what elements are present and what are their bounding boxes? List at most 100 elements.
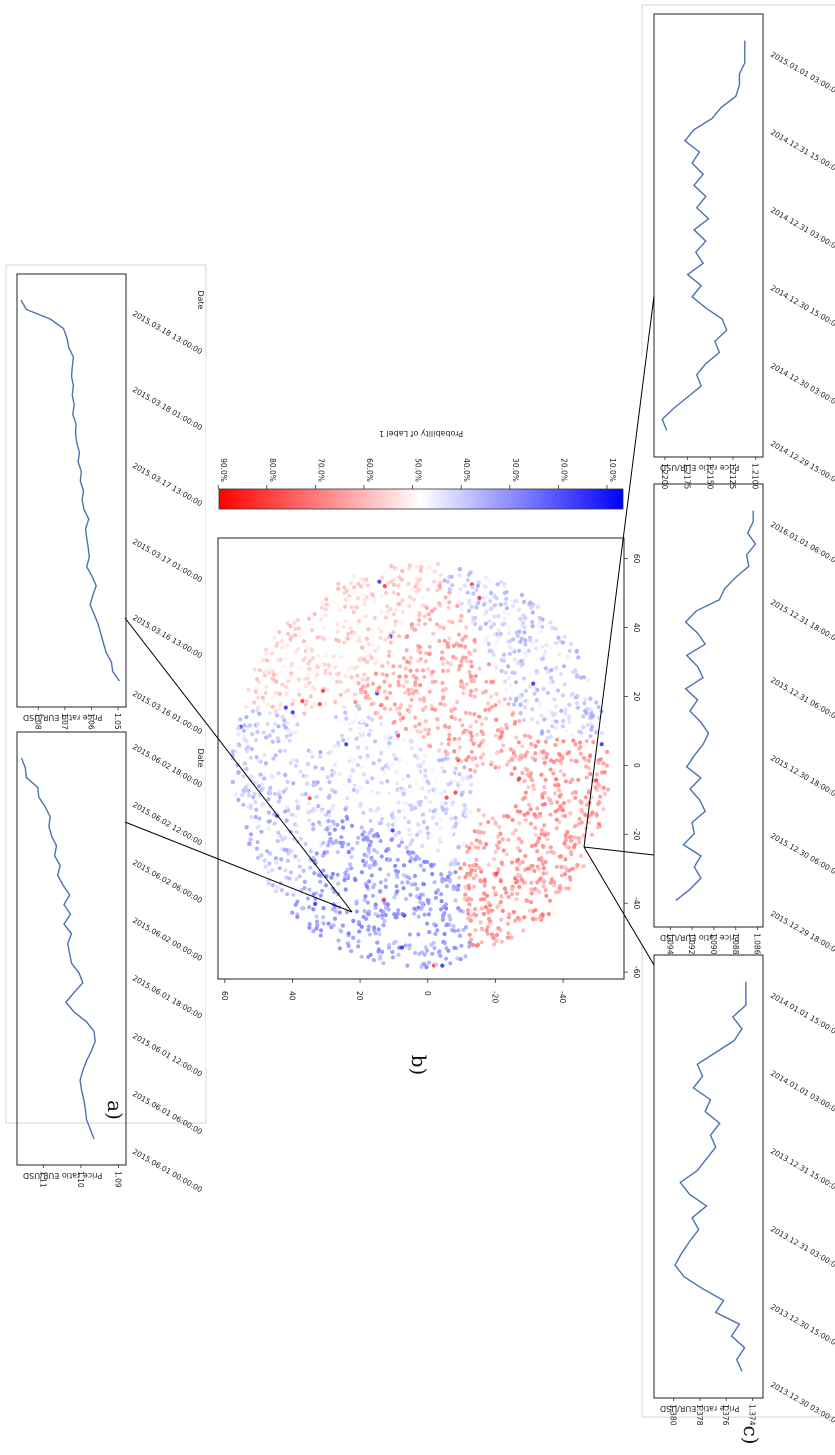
scatter-point	[510, 712, 515, 717]
scatter-point	[441, 668, 446, 674]
scatter-point	[477, 714, 482, 719]
scatter-point	[343, 807, 348, 812]
scatter-point	[456, 845, 461, 850]
scatter-point	[373, 911, 378, 917]
scatter-point	[517, 629, 522, 634]
scatter-point	[452, 749, 457, 754]
scatter-point	[323, 665, 328, 670]
scatter-point	[292, 620, 297, 626]
scatter-point	[530, 755, 535, 760]
scatter-point	[469, 782, 474, 787]
scatter-point	[575, 862, 580, 868]
scatter-point	[356, 704, 361, 709]
scatter-point	[450, 830, 455, 835]
scatter-point	[236, 742, 241, 747]
scatter-point	[478, 755, 483, 760]
scatter-point	[392, 582, 397, 587]
scatter-point	[277, 629, 282, 635]
scatter-point	[504, 852, 509, 857]
scatter-point	[423, 719, 428, 724]
scatter-point	[570, 777, 575, 782]
scatter-point	[296, 858, 301, 863]
scatter-point	[471, 591, 476, 596]
scatter-point	[403, 737, 408, 742]
scatter-point	[450, 802, 455, 807]
scatter-point	[442, 578, 447, 583]
scatter-point	[385, 660, 391, 665]
scatter-point	[244, 739, 249, 744]
scatter-point	[430, 872, 435, 877]
scatter-point	[516, 740, 521, 745]
scatter-point	[432, 922, 437, 927]
scatter-point	[356, 619, 362, 624]
scatter-point	[494, 932, 500, 938]
scatter-point	[304, 774, 309, 779]
scatter-point	[481, 752, 486, 757]
scatter-point	[454, 821, 459, 826]
scatter-point	[580, 809, 585, 815]
scatter-point	[482, 879, 487, 884]
scatter-point	[585, 722, 590, 727]
scatter-point	[524, 688, 529, 694]
scatter-point	[367, 830, 372, 836]
scatter-point	[309, 704, 314, 710]
scatter-x-tick-label: 60	[632, 554, 641, 564]
scatter-point	[350, 768, 355, 773]
x-axis-label: Date	[833, 30, 835, 49]
scatter-point	[563, 833, 568, 838]
scatter-point	[344, 716, 349, 721]
scatter-point	[264, 684, 269, 689]
scatter-point	[410, 787, 415, 792]
scatter-point	[407, 784, 412, 789]
scatter-point	[352, 666, 357, 671]
scatter-point	[330, 907, 335, 912]
scatter-point	[512, 721, 517, 727]
scatter-point	[256, 705, 261, 710]
scatter-point	[359, 729, 364, 734]
scatter-point	[465, 898, 470, 903]
scatter-point	[467, 711, 473, 716]
scatter-point	[473, 907, 478, 912]
scatter-point	[402, 815, 407, 820]
scatter-point	[552, 880, 557, 885]
scatter-point	[411, 691, 416, 696]
scatter-point	[253, 814, 258, 820]
scatter-point	[265, 721, 270, 726]
scatter-point	[417, 697, 422, 702]
connector-a-right	[124, 617, 353, 913]
scatter-point	[392, 635, 397, 640]
scatter-point	[364, 884, 369, 889]
scatter-point	[383, 637, 388, 642]
scatter-point	[529, 742, 534, 747]
scatter-point	[383, 590, 389, 596]
scatter-point	[262, 752, 267, 758]
scatter-point	[380, 766, 385, 771]
scatter-point	[533, 833, 538, 838]
scatter-point	[397, 809, 402, 814]
scatter-point	[417, 829, 422, 834]
scatter-point	[546, 912, 551, 917]
value-tick-label: 1.380	[669, 1404, 678, 1426]
scatter-point	[404, 679, 409, 685]
scatter-point	[485, 893, 490, 898]
scatter-point	[310, 754, 315, 759]
scatter-point	[554, 666, 559, 671]
scatter-point	[255, 825, 260, 830]
scatter-point	[362, 649, 367, 654]
scatter-point	[333, 699, 338, 705]
scatter-point	[451, 778, 456, 784]
scatter-point	[514, 696, 519, 701]
scatter-point	[319, 605, 324, 611]
scatter-point	[377, 685, 382, 690]
scatter-point	[352, 680, 357, 685]
scatter-point	[445, 660, 450, 665]
scatter-point	[554, 864, 559, 869]
scatter-point	[496, 926, 501, 931]
scatter-point	[251, 795, 256, 800]
scatter-point	[264, 651, 269, 656]
scatter-point	[286, 631, 291, 636]
scatter-point	[475, 732, 480, 737]
scatter-point	[530, 717, 535, 722]
scatter-point	[438, 953, 443, 958]
scatter-point	[393, 939, 398, 944]
